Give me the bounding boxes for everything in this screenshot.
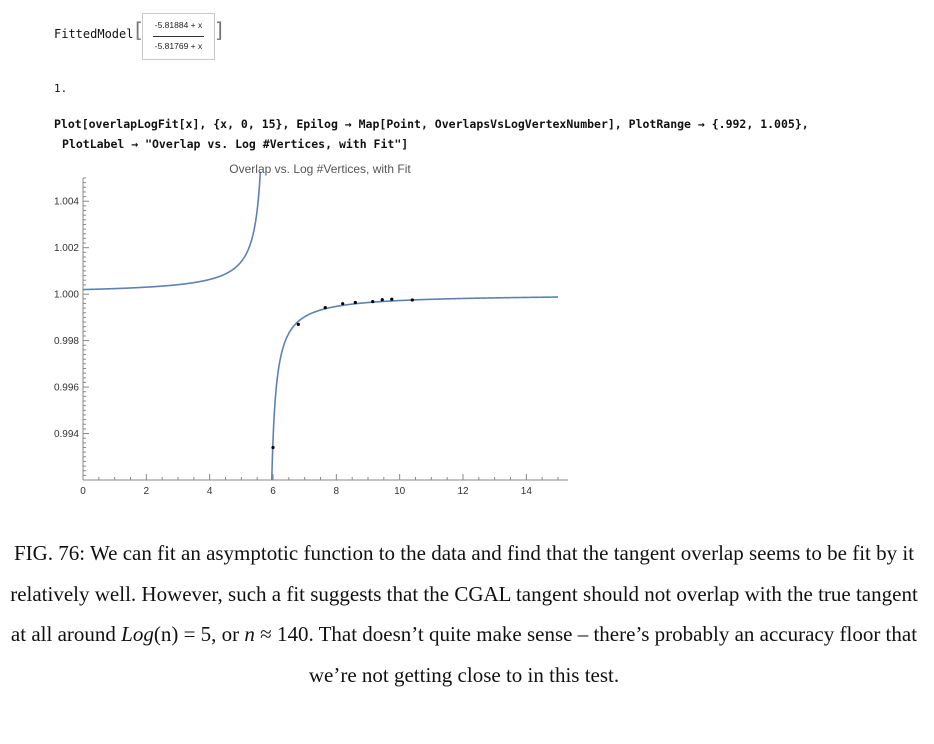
fitted-model-label: FittedModel: [54, 27, 134, 41]
figure-caption: FIG. 76: We can fit an asymptotic functi…: [8, 533, 920, 695]
data-point: [271, 445, 275, 450]
overlap-plot: 0 2 4 6 8 10 12 14 1.004 1.002 1.000 0.998 0.996 0.99…: [54, 162, 568, 497]
caption-text-c: ≈ 140. That doesn’t quite make sense – t…: [254, 622, 918, 687]
fitted-model-output: -5.81884 + x -5.81769 + x: [142, 13, 215, 60]
y-tick-label: 0.994: [54, 429, 79, 440]
output-result: 1.: [54, 82, 68, 95]
right-bracket-icon: ]: [215, 18, 223, 42]
code-input-line-2: PlotLabel → "Overlap vs. Log #Vertices, …: [62, 137, 409, 151]
fraction-numerator: -5.81884 + x: [154, 20, 203, 30]
code-input-line-1: Plot[overlapLogFit[x], {x, 0, 15}, Epilo…: [54, 117, 809, 131]
caption-text-b: = 5, or: [178, 622, 245, 646]
data-point: [371, 299, 375, 304]
data-points: [271, 297, 414, 450]
caption-text-a: FIG. 76: We can fit an asymptotic functi…: [10, 541, 918, 646]
plot-labels: 0 2 4 6 8 10 12 14 1.004 1.002 1.000 0.998 0.996 0.99…: [54, 162, 532, 497]
fit-curve: [83, 171, 558, 480]
data-point: [323, 306, 327, 310]
plot-axes: [82, 177, 568, 481]
y-tick-label: 1.000: [54, 290, 79, 301]
y-tick-label: 1.002: [54, 243, 79, 254]
data-point: [353, 300, 357, 305]
y-tick-label: 0.996: [54, 383, 79, 394]
data-point: [296, 322, 300, 326]
x-tick-label: 12: [457, 486, 469, 497]
fraction-denominator: -5.81769 + x: [154, 41, 203, 51]
x-tick-label: 10: [394, 486, 406, 497]
caption-math-log: Log: [121, 622, 154, 646]
fraction-bar: [153, 36, 204, 37]
y-tick-label: 1.004: [54, 197, 79, 208]
fit-curve-right-branch: [270, 296, 558, 480]
x-tick-label: 6: [270, 486, 276, 497]
data-point: [341, 302, 345, 306]
data-point: [380, 298, 384, 302]
data-point: [410, 298, 414, 302]
data-point: [390, 297, 394, 301]
x-tick-label: 8: [334, 486, 340, 497]
x-tick-label: 14: [521, 486, 533, 497]
x-tick-label: 4: [207, 486, 213, 497]
x-tick-label: 0: [80, 486, 86, 497]
x-tick-label: 2: [144, 486, 150, 497]
fit-curve-left-branch: [83, 171, 262, 291]
caption-math-n: (n): [153, 622, 179, 646]
caption-math-n2: n: [244, 622, 255, 646]
plot-title: Overlap vs. Log #Vertices, with Fit: [229, 162, 411, 176]
left-bracket-icon: [: [135, 18, 143, 42]
y-tick-label: 0.998: [54, 336, 79, 347]
